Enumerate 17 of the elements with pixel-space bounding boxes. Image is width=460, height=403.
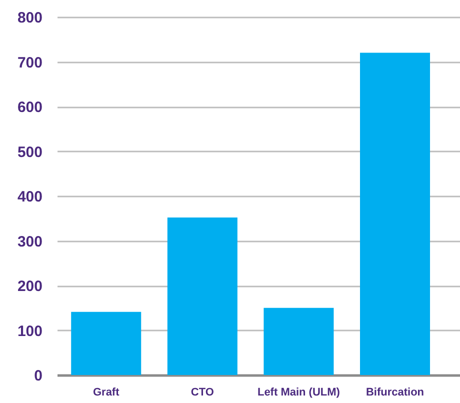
x-tick-label: Left Main (ULM) [257,386,340,398]
y-tick-label: 0 [34,368,42,384]
bar [167,217,238,375]
y-tick-label: 600 [17,99,42,116]
x-tick-label: CTO [190,386,214,398]
x-tick-label: Bifurcation [366,386,424,398]
x-tick-label: Graft [92,386,120,398]
y-tick-label: 800 [17,10,42,26]
y-tick-label: 700 [17,54,42,72]
bar [71,312,142,375]
y-tick-label: 100 [17,322,42,340]
bar [360,52,430,375]
y-tick-label: 200 [17,278,42,295]
y-tick-label: 500 [17,144,42,161]
y-tick-label: 300 [17,233,42,250]
bar [264,308,334,375]
y-tick-label: 400 [17,188,42,206]
